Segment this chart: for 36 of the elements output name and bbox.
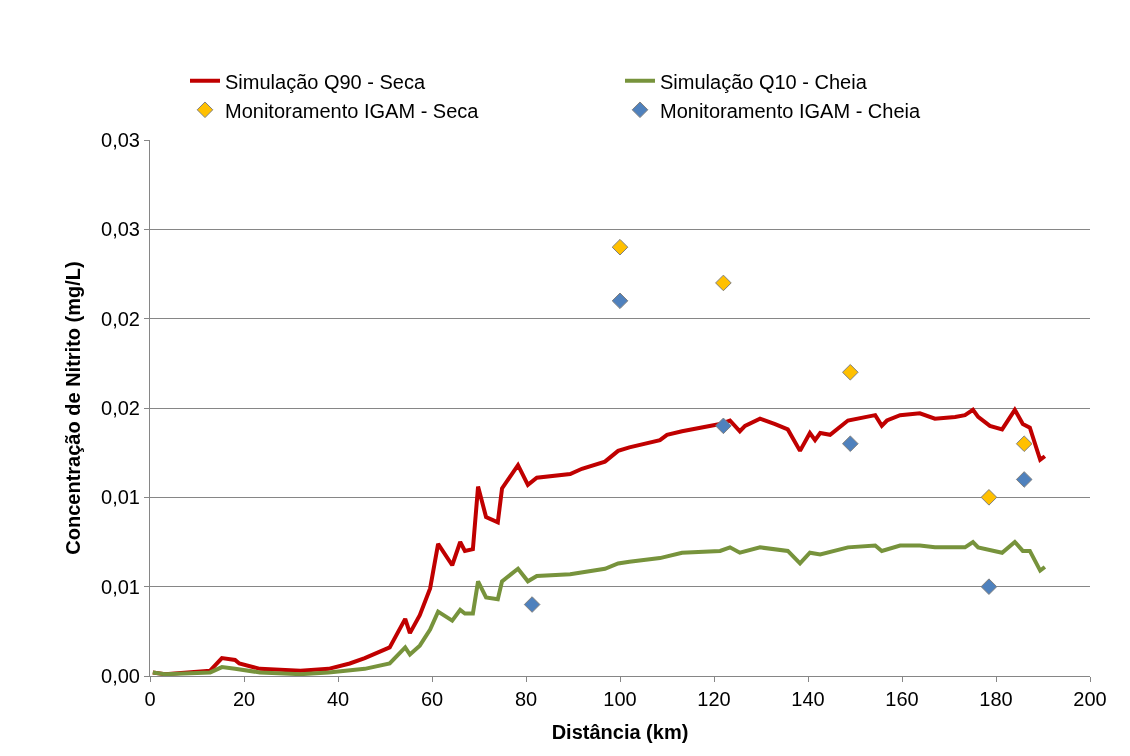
- x-tick-label: 60: [420, 688, 444, 710]
- legend-label: Monitoramento IGAM - Cheia: [660, 99, 921, 122]
- point: [1015, 471, 1033, 488]
- x-tick-label: 180: [979, 688, 1013, 710]
- y-tick-label: 0,02: [101, 397, 140, 419]
- y-tick-label: 0,01: [101, 486, 140, 509]
- x-tick-label: 80: [514, 688, 538, 710]
- y-axis-title: Concentração de Nitrito (mg/L): [61, 261, 84, 555]
- point: [842, 435, 859, 453]
- point: [611, 238, 629, 256]
- y-tick-label: 0,01: [101, 575, 140, 598]
- point: [980, 489, 998, 506]
- x-tick-label: 0: [144, 688, 156, 710]
- y-tick-label: 0,03: [101, 129, 140, 151]
- y-tick-label: 0,03: [101, 218, 140, 241]
- legend-label: Simulação Q10 - Cheia: [660, 70, 868, 93]
- point: [980, 578, 998, 595]
- point: [523, 596, 541, 613]
- point: [842, 363, 859, 381]
- point: [715, 417, 732, 435]
- y-tick-label: 0,02: [101, 307, 140, 330]
- x-tick-label: 100: [603, 688, 637, 710]
- x-tick-label: 200: [1073, 688, 1107, 710]
- y-tick-label: 0,00: [101, 665, 140, 687]
- x-tick-label: 120: [697, 688, 731, 710]
- point: [611, 292, 629, 310]
- legend-label: Monitoramento IGAM - Seca: [225, 99, 480, 122]
- x-axis-title: Distância (km): [551, 720, 689, 743]
- x-tick-label: 20: [232, 688, 256, 710]
- point: [715, 274, 732, 292]
- point: [1015, 435, 1033, 453]
- x-tick-label: 160: [885, 688, 919, 710]
- line-series: [150, 540, 1047, 676]
- x-tick-label: 140: [791, 688, 825, 710]
- legend-label: Simulação Q90 - Seca: [225, 70, 426, 93]
- x-tick-label: 40: [326, 688, 350, 710]
